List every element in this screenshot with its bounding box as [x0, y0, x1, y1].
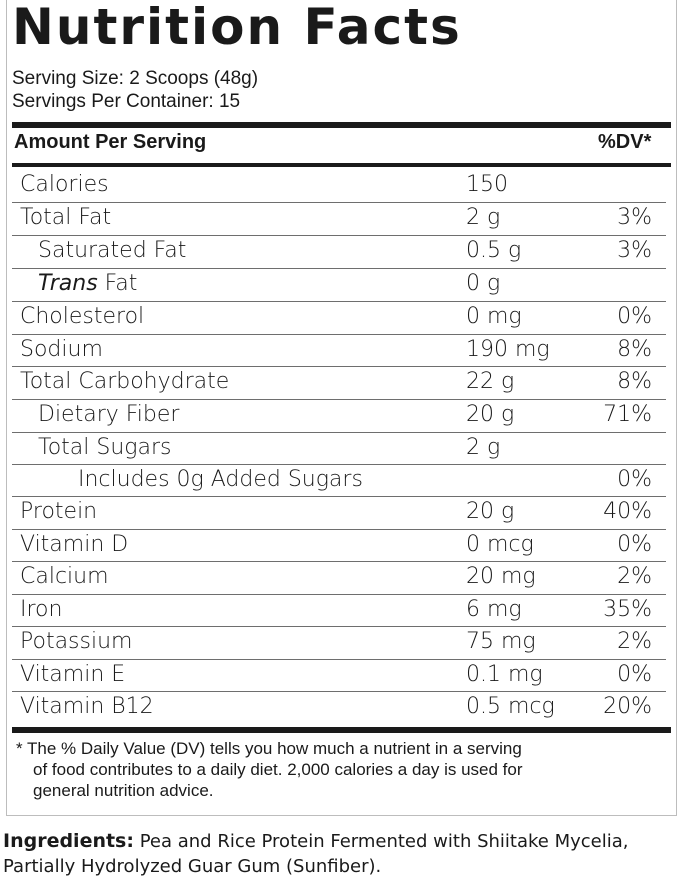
row-protein: Protein 20 g 40%: [12, 497, 666, 529]
nutrient-name: Sodium: [20, 337, 103, 362]
nutrient-dv: 2%: [617, 564, 652, 589]
daily-value-header: %DV*: [598, 131, 652, 153]
row-divider: [12, 334, 666, 335]
nutrient-amount: 20 g: [466, 402, 515, 427]
nutrient-dv: 0%: [617, 532, 652, 557]
row-vitamin-d: Vitamin D 0 mcg 0%: [12, 530, 666, 562]
nutrient-dv: 0%: [617, 304, 652, 329]
nutrient-dv: 40%: [603, 499, 652, 524]
nutrient-dv: 0%: [617, 467, 652, 492]
row-divider: [12, 399, 666, 400]
footnote-line-3: general nutrition advice.: [33, 781, 214, 800]
row-divider: [12, 659, 666, 660]
row-divider: [12, 626, 666, 627]
nutrient-name: Protein: [20, 499, 98, 524]
nutrient-amount: 20 mg: [466, 564, 536, 589]
nutrient-name: Total Carbohydrate: [20, 369, 230, 394]
nutrient-name: Cholesterol: [20, 304, 145, 329]
nutrient-name: Calories: [20, 172, 109, 197]
nutrient-amount: 0.5 mcg: [466, 694, 555, 719]
nutrient-name: Total Fat: [20, 205, 112, 230]
medium-divider: [12, 163, 671, 167]
ingredients-label: Ingredients:: [3, 830, 134, 852]
row-divider: [12, 432, 666, 433]
nutrient-dv: 8%: [617, 369, 652, 394]
nutrient-amount: 190 mg: [466, 337, 550, 362]
nutrient-dv: 35%: [603, 597, 652, 622]
nutrient-dv: 3%: [617, 238, 652, 263]
row-saturated-fat: Saturated Fat 0.5 g 3%: [12, 236, 666, 268]
nutrient-amount: 0 mg: [466, 304, 522, 329]
nutrient-dv: 3%: [617, 205, 652, 230]
ingredients-text: Pea and Rice Protein Fermented with Shii…: [3, 831, 629, 877]
nutrient-name: Iron: [20, 597, 63, 622]
nutrient-name: Trans Fat: [38, 273, 137, 295]
nutrient-dv: 20%: [603, 694, 652, 719]
trans-italic: Trans: [38, 271, 98, 296]
nutrient-dv: 71%: [603, 402, 652, 427]
row-added-sugars: Includes 0g Added Sugars 0%: [12, 465, 666, 497]
row-potassium: Potassium 75 mg 2%: [12, 627, 666, 659]
row-sodium: Sodium 190 mg 8%: [12, 335, 666, 367]
footnote-line-1: * The % Daily Value (DV) tells you how m…: [16, 739, 522, 758]
nutrient-dv: 2%: [617, 629, 652, 654]
row-total-carbohydrate: Total Carbohydrate 22 g 8%: [12, 367, 666, 399]
nutrient-amount: 0.1 mg: [466, 662, 543, 687]
row-calories: Calories 150: [12, 170, 666, 202]
row-vitamin-e: Vitamin E 0.1 mg 0%: [12, 660, 666, 692]
row-vitamin-b12: Vitamin B12 0.5 mcg 20%: [12, 692, 666, 724]
thick-divider-bottom: [12, 727, 671, 733]
nutrient-amount: 2 g: [466, 205, 501, 230]
serving-size: Serving Size: 2 Scoops (48g): [12, 68, 259, 89]
nutrition-facts-title: Nutrition Facts: [12, 0, 462, 56]
row-total-sugars: Total Sugars 2 g: [12, 433, 666, 465]
thick-divider: [12, 122, 671, 128]
nutrient-amount: 6 mg: [466, 597, 522, 622]
row-divider: [12, 202, 666, 203]
nutrient-amount: 0.5 g: [466, 238, 522, 263]
row-divider: [12, 366, 666, 367]
nutrient-amount: 22 g: [466, 369, 515, 394]
nutrient-name: Saturated Fat: [38, 238, 187, 263]
nutrient-amount: 0 mcg: [466, 532, 534, 557]
row-iron: Iron 6 mg 35%: [12, 595, 666, 627]
nutrient-name: Total Sugars: [38, 435, 172, 460]
row-divider: [12, 235, 666, 236]
nutrient-amount: 2 g: [466, 435, 501, 460]
nutrient-name: Dietary Fiber: [38, 402, 180, 427]
row-cholesterol: Cholesterol 0 mg 0%: [12, 302, 666, 334]
row-trans-fat: Trans Fat 0 g: [12, 269, 666, 301]
row-divider: [12, 594, 666, 595]
row-calcium: Calcium 20 mg 2%: [12, 562, 666, 594]
nutrient-name: Vitamin E: [20, 662, 126, 687]
row-divider: [12, 268, 666, 269]
nutrient-name: Includes 0g Added Sugars: [78, 467, 363, 492]
nutrient-amount: 75 mg: [466, 629, 536, 654]
nutrient-amount: 20 g: [466, 499, 515, 524]
nutrient-name: Vitamin D: [20, 532, 129, 557]
nutrient-amount: 0 g: [466, 271, 501, 296]
nutrition-facts-panel: [6, 0, 677, 816]
footnote-line-2: of food contributes to a daily diet. 2,0…: [33, 760, 523, 779]
nutrient-amount: 150: [466, 172, 508, 197]
row-divider: [12, 496, 666, 497]
row-divider: [12, 561, 666, 562]
daily-value-footnote: * The % Daily Value (DV) tells you how m…: [16, 738, 666, 801]
nutrient-name: Calcium: [20, 564, 109, 589]
ingredients: Ingredients: Pea and Rice Protein Fermen…: [3, 829, 679, 879]
nutrient-name: Potassium: [20, 629, 133, 654]
nutrient-name: Vitamin B12: [20, 694, 154, 719]
amount-per-serving-header: Amount Per Serving: [14, 131, 207, 153]
row-divider: [12, 691, 666, 692]
row-divider: [12, 529, 666, 530]
row-total-fat: Total Fat 2 g 3%: [12, 203, 666, 235]
row-divider: [12, 301, 666, 302]
servings-per-container: Servings Per Container: 15: [12, 91, 241, 112]
row-dietary-fiber: Dietary Fiber 20 g 71%: [12, 400, 666, 432]
nutrient-dv: 0%: [617, 662, 652, 687]
trans-rest: Fat: [97, 271, 138, 296]
row-divider: [12, 464, 666, 465]
nutrient-dv: 8%: [617, 337, 652, 362]
